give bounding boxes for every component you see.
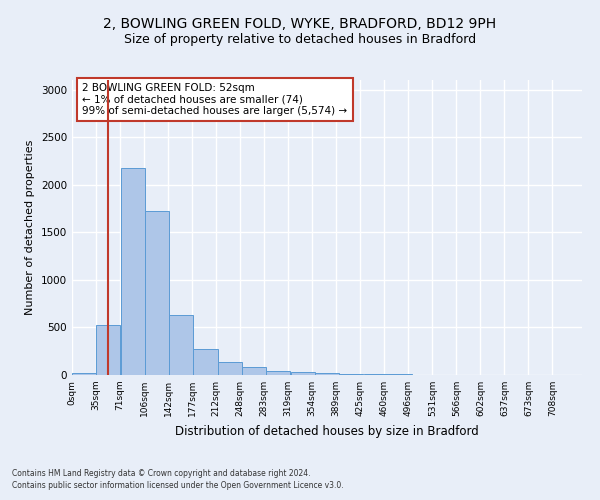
- Bar: [169, 314, 193, 375]
- Text: Size of property relative to detached houses in Bradford: Size of property relative to detached ho…: [124, 32, 476, 46]
- Text: Contains HM Land Registry data © Crown copyright and database right 2024.: Contains HM Land Registry data © Crown c…: [12, 468, 311, 477]
- Bar: [364, 374, 388, 375]
- Bar: [72, 373, 96, 375]
- Bar: [242, 368, 266, 375]
- Bar: [291, 372, 315, 375]
- Text: 2 BOWLING GREEN FOLD: 52sqm
← 1% of detached houses are smaller (74)
99% of semi: 2 BOWLING GREEN FOLD: 52sqm ← 1% of deta…: [82, 83, 347, 116]
- Bar: [388, 374, 412, 375]
- Bar: [96, 324, 120, 375]
- Bar: [315, 373, 339, 375]
- Bar: [339, 374, 363, 375]
- Bar: [193, 350, 218, 375]
- Text: Contains public sector information licensed under the Open Government Licence v3: Contains public sector information licen…: [12, 481, 344, 490]
- Bar: [145, 212, 169, 375]
- Y-axis label: Number of detached properties: Number of detached properties: [25, 140, 35, 315]
- Text: 2, BOWLING GREEN FOLD, WYKE, BRADFORD, BD12 9PH: 2, BOWLING GREEN FOLD, WYKE, BRADFORD, B…: [103, 18, 497, 32]
- X-axis label: Distribution of detached houses by size in Bradford: Distribution of detached houses by size …: [175, 424, 479, 438]
- Bar: [121, 168, 145, 375]
- Bar: [218, 362, 242, 375]
- Bar: [266, 370, 290, 375]
